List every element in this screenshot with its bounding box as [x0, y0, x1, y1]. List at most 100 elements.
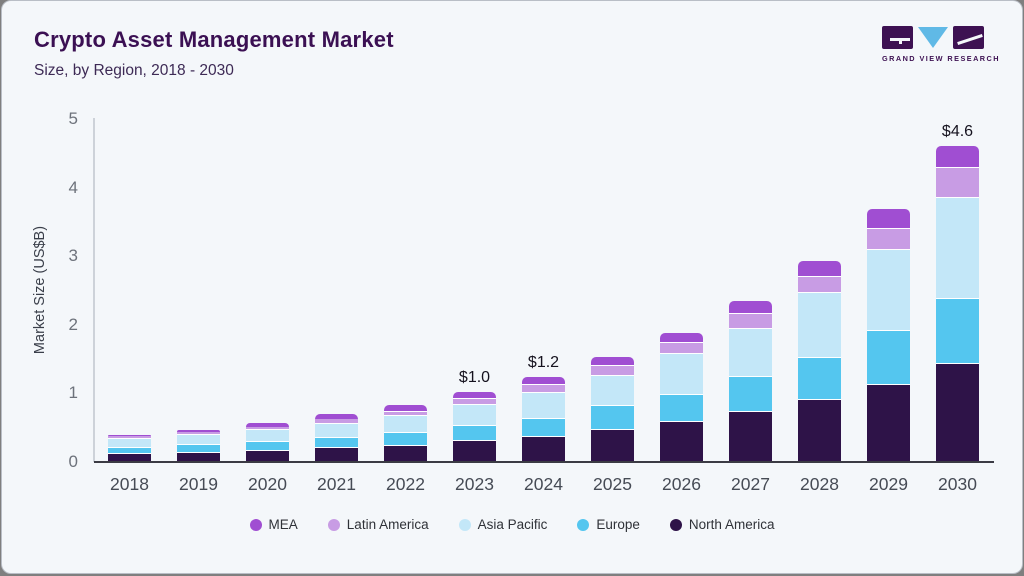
- bar-column-2023: $1.0: [440, 118, 509, 461]
- x-tick-2023: 2023: [455, 474, 494, 494]
- segment-north-america-2025: [591, 429, 634, 461]
- legend-dot-latin-america: [327, 518, 340, 531]
- segment-latin-america-2024: [522, 384, 565, 392]
- bar-2025: [591, 356, 634, 461]
- segment-asia-pacific-2020: [246, 429, 289, 442]
- legend-item-europe: Europe: [577, 517, 640, 532]
- x-tick-2025: 2025: [593, 474, 632, 494]
- segment-asia-pacific-2018: [108, 438, 151, 447]
- logo-brand-text: GRAND VIEW RESEARCH: [882, 54, 1000, 63]
- x-tick-2030: 2030: [938, 474, 977, 494]
- bar-2020: [246, 423, 289, 461]
- bar-column-2025: [578, 118, 647, 461]
- segment-europe-2027: [729, 375, 772, 411]
- x-tick-2022: 2022: [386, 474, 425, 494]
- bar-value-label-2024: $1.2: [527, 354, 560, 372]
- segment-europe-2021: [315, 437, 358, 448]
- x-tick-2027: 2027: [731, 474, 770, 494]
- segment-north-america-2028: [798, 399, 841, 461]
- legend-item-north-america: North America: [669, 517, 775, 532]
- bar-2021: [315, 414, 358, 461]
- bar-2030: [936, 145, 979, 461]
- bar-2024: [522, 377, 565, 461]
- bar-column-2019: [164, 118, 233, 461]
- segment-latin-america-2021: [315, 419, 358, 423]
- x-tick-2026: 2026: [662, 474, 701, 494]
- x-tick-2029: 2029: [869, 474, 908, 494]
- legend-item-latin-america: Latin America: [327, 517, 429, 532]
- y-tick-3: 3: [68, 246, 78, 266]
- segment-europe-2025: [591, 405, 634, 430]
- x-tick-2018: 2018: [110, 474, 149, 494]
- x-tick-2028: 2028: [800, 474, 839, 494]
- bars-area: $1.0 $1.2 $4.6: [95, 118, 992, 461]
- segment-europe-2018: [108, 446, 151, 454]
- segment-latin-america-2028: [798, 275, 841, 293]
- segment-mea-2027: [729, 301, 772, 313]
- segment-north-america-2026: [660, 421, 703, 461]
- segment-mea-2019: [177, 429, 220, 433]
- segment-mea-2028: [798, 261, 841, 276]
- chart-legend: MEA Latin America Asia Pacific Europe North …: [2, 517, 1022, 532]
- segment-north-america-2021: [315, 447, 358, 461]
- segment-asia-pacific-2021: [315, 422, 358, 437]
- segment-mea-2024: [522, 377, 565, 385]
- segment-asia-pacific-2030: [936, 196, 979, 298]
- segment-mea-2022: [384, 405, 427, 411]
- x-tick-2020: 2020: [248, 474, 287, 494]
- segment-mea-2029: [867, 209, 910, 228]
- bar-column-2021: [302, 118, 371, 461]
- bar-2028: [798, 261, 841, 461]
- y-tick-4: 4: [68, 177, 78, 197]
- segment-latin-america-2019: [177, 432, 220, 435]
- y-axis-ticks: 0 1 2 3 4 5: [2, 110, 78, 471]
- page-title: Crypto Asset Management Market: [34, 27, 394, 52]
- legend-label-europe: Europe: [596, 517, 640, 532]
- logo-gvr-mark: [882, 25, 984, 49]
- segment-mea-2018: [108, 434, 151, 437]
- segment-latin-america-2025: [591, 365, 634, 375]
- segment-asia-pacific-2023: [453, 404, 496, 426]
- segment-europe-2023: [453, 425, 496, 441]
- x-tick-2021: 2021: [317, 474, 356, 494]
- bar-column-2027: [716, 118, 785, 461]
- segment-asia-pacific-2029: [867, 249, 910, 330]
- y-tick-0: 0: [68, 452, 78, 471]
- segment-mea-2025: [591, 356, 634, 365]
- bar-column-2028: [785, 118, 854, 461]
- logo-r-block-icon: [953, 25, 984, 49]
- bar-column-2018: [95, 118, 164, 461]
- segment-europe-2020: [246, 441, 289, 451]
- x-axis-labels: 2018 2019 2020 2021 2022 2023 2024 2025 2026 2027…: [95, 474, 992, 495]
- segment-asia-pacific-2027: [729, 327, 772, 376]
- y-tick-2: 2: [68, 314, 78, 334]
- x-tick-2024: 2024: [524, 474, 563, 494]
- segment-latin-america-2018: [108, 436, 151, 439]
- segment-asia-pacific-2019: [177, 434, 220, 444]
- legend-label-mea: MEA: [268, 517, 298, 532]
- segment-europe-2028: [798, 356, 841, 400]
- legend-dot-mea: [249, 518, 262, 531]
- segment-north-america-2020: [246, 450, 289, 461]
- chart-subtitle: Size, by Region, 2018 - 2030: [34, 62, 234, 79]
- segment-north-america-2029: [867, 384, 910, 461]
- legend-label-north-america: North America: [688, 517, 775, 532]
- x-axis-line: [94, 461, 994, 463]
- legend-item-mea: MEA: [249, 517, 298, 532]
- segment-latin-america-2020: [246, 426, 289, 430]
- logo-g-block-icon: [882, 25, 913, 49]
- segment-europe-2019: [177, 443, 220, 453]
- segment-europe-2030: [936, 297, 979, 363]
- bar-column-2026: [647, 118, 716, 461]
- bar-value-label-2030: $4.6: [941, 122, 974, 140]
- segment-north-america-2018: [108, 453, 151, 461]
- bar-column-2030: $4.6: [923, 118, 992, 461]
- bar-2018: [108, 434, 151, 461]
- segment-latin-america-2030: [936, 167, 979, 197]
- legend-dot-north-america: [669, 518, 682, 531]
- bar-column-2020: [233, 118, 302, 461]
- segment-asia-pacific-2026: [660, 352, 703, 394]
- logo-v-triangle-icon: [918, 26, 948, 48]
- bar-2019: [177, 429, 220, 461]
